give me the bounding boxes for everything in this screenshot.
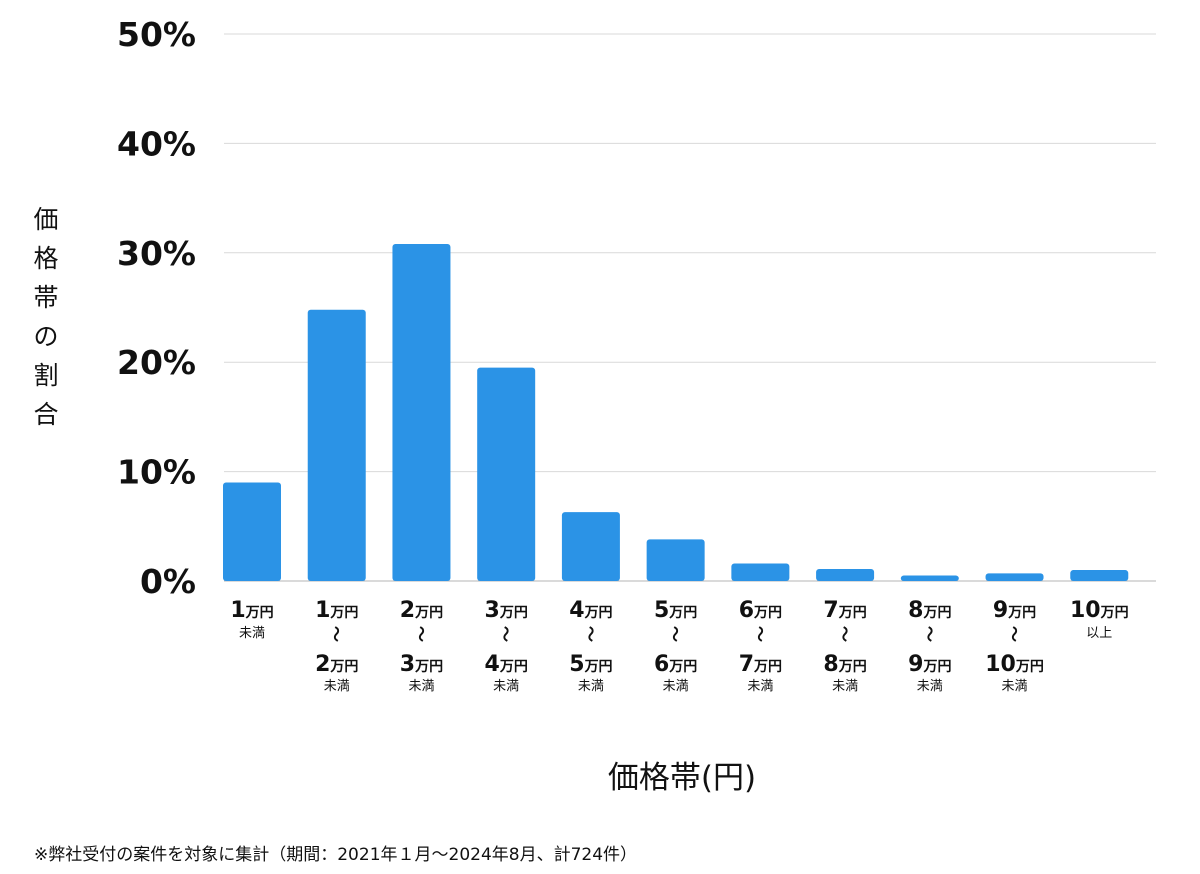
category-value: 8万円 — [823, 652, 866, 677]
category-suffix: 未満 — [747, 679, 773, 694]
y-tick-label: 40% — [117, 124, 196, 163]
range-tilde: 〜 — [666, 626, 685, 642]
category-suffix: 未満 — [493, 679, 519, 694]
range-tilde: 〜 — [920, 626, 939, 642]
y-tick-label: 30% — [117, 234, 196, 273]
category-suffix: 未満 — [917, 679, 943, 694]
y-axis-label-char: 割 — [33, 361, 58, 390]
category-value: 6万円 — [654, 652, 697, 677]
y-axis-label-char: 価 — [33, 205, 58, 234]
bar — [223, 482, 281, 581]
category-value: 9万円 — [993, 598, 1036, 623]
bar — [307, 309, 366, 581]
category-value: 1万円 — [315, 598, 358, 623]
category-suffix: 未満 — [663, 679, 689, 694]
category-value: 7万円 — [823, 598, 866, 623]
category-value: 9万円 — [908, 652, 951, 677]
bar — [392, 244, 451, 581]
y-axis-label-char: の — [33, 322, 58, 351]
category-value: 2万円 — [400, 598, 443, 623]
x-axis-categories: 1万円未満1万円〜2万円未満2万円〜3万円未満3万円〜4万円未満4万円〜5万円未… — [230, 598, 1128, 694]
category-value: 3万円 — [400, 652, 443, 677]
category-value: 8万円 — [908, 598, 951, 623]
bar — [985, 573, 1044, 581]
category-value: 2万円 — [315, 652, 358, 677]
category-suffix: 未満 — [324, 679, 350, 694]
category-value: 6万円 — [739, 598, 782, 623]
bar — [1070, 570, 1129, 581]
bar — [646, 539, 705, 581]
y-tick-label: 50% — [117, 15, 196, 54]
y-tick-label: 10% — [117, 453, 196, 492]
range-tilde: 〜 — [1005, 626, 1024, 642]
category-suffix: 未満 — [578, 679, 604, 694]
category-value: 5万円 — [569, 652, 612, 677]
category-value: 10万円 — [1070, 598, 1129, 623]
range-tilde: 〜 — [411, 626, 430, 642]
bar — [731, 563, 790, 581]
category-value: 4万円 — [485, 652, 528, 677]
bar — [816, 568, 875, 581]
range-tilde: 〜 — [581, 626, 600, 642]
bars — [223, 244, 1129, 581]
y-axis-label-char: 合 — [33, 400, 58, 429]
category-suffix: 未満 — [832, 679, 858, 694]
bar — [477, 367, 536, 581]
y-axis-ticks: 0% 10% 20% 30% 40% 50% — [117, 15, 196, 601]
range-tilde: 〜 — [327, 626, 346, 642]
bar — [900, 575, 959, 581]
category-value: 10万円 — [985, 652, 1044, 677]
y-tick-label: 0% — [140, 562, 196, 601]
category-suffix: 未満 — [1002, 679, 1028, 694]
bar — [561, 512, 620, 581]
category-suffix: 未満 — [408, 679, 434, 694]
range-tilde: 〜 — [835, 626, 854, 642]
y-axis-label-char: 格 — [33, 244, 58, 273]
category-value: 3万円 — [485, 598, 528, 623]
footnote: ※弊社受付の案件を対象に集計（期間：2021年１月〜2024年8月、計724件） — [34, 845, 638, 865]
category-suffix: 以上 — [1086, 626, 1112, 641]
category-value: 7万円 — [739, 652, 782, 677]
y-axis-label-char: 帯 — [33, 283, 58, 312]
category-value: 5万円 — [654, 598, 697, 623]
range-tilde: 〜 — [496, 626, 515, 642]
category-suffix: 未満 — [239, 626, 265, 641]
range-tilde: 〜 — [750, 626, 769, 642]
category-value: 4万円 — [569, 598, 612, 623]
category-value: 1万円 — [230, 598, 273, 623]
x-axis-label: 価格帯(円) — [608, 760, 756, 796]
y-tick-label: 20% — [117, 343, 196, 382]
